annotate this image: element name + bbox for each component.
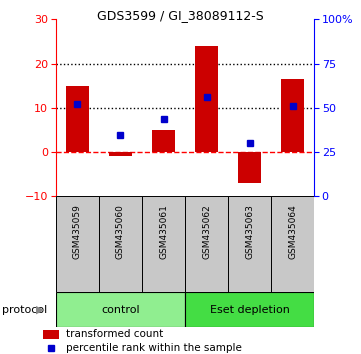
Bar bbox=[43, 330, 58, 338]
Text: GSM435059: GSM435059 bbox=[73, 204, 82, 259]
Bar bbox=[56, 292, 185, 327]
Text: protocol: protocol bbox=[2, 305, 47, 315]
Bar bbox=[66, 86, 89, 152]
Text: GDS3599 / GI_38089112-S: GDS3599 / GI_38089112-S bbox=[97, 9, 264, 22]
Text: GSM435064: GSM435064 bbox=[288, 204, 297, 259]
Text: GSM435062: GSM435062 bbox=[202, 204, 211, 259]
Text: Eset depletion: Eset depletion bbox=[210, 305, 290, 315]
Bar bbox=[152, 130, 175, 152]
Bar bbox=[281, 79, 304, 152]
Text: percentile rank within the sample: percentile rank within the sample bbox=[66, 343, 242, 353]
Text: ▶: ▶ bbox=[36, 305, 45, 315]
Text: control: control bbox=[101, 305, 140, 315]
Bar bbox=[238, 152, 261, 183]
Bar bbox=[228, 196, 271, 292]
Bar bbox=[99, 196, 142, 292]
Bar bbox=[56, 196, 99, 292]
Bar bbox=[271, 196, 314, 292]
Text: transformed count: transformed count bbox=[66, 329, 163, 339]
Text: GSM435063: GSM435063 bbox=[245, 204, 254, 259]
Text: GSM435060: GSM435060 bbox=[116, 204, 125, 259]
Bar bbox=[142, 196, 185, 292]
Bar bbox=[185, 196, 228, 292]
Bar bbox=[185, 292, 314, 327]
Bar bbox=[195, 46, 218, 152]
Text: GSM435061: GSM435061 bbox=[159, 204, 168, 259]
Bar bbox=[109, 152, 132, 156]
